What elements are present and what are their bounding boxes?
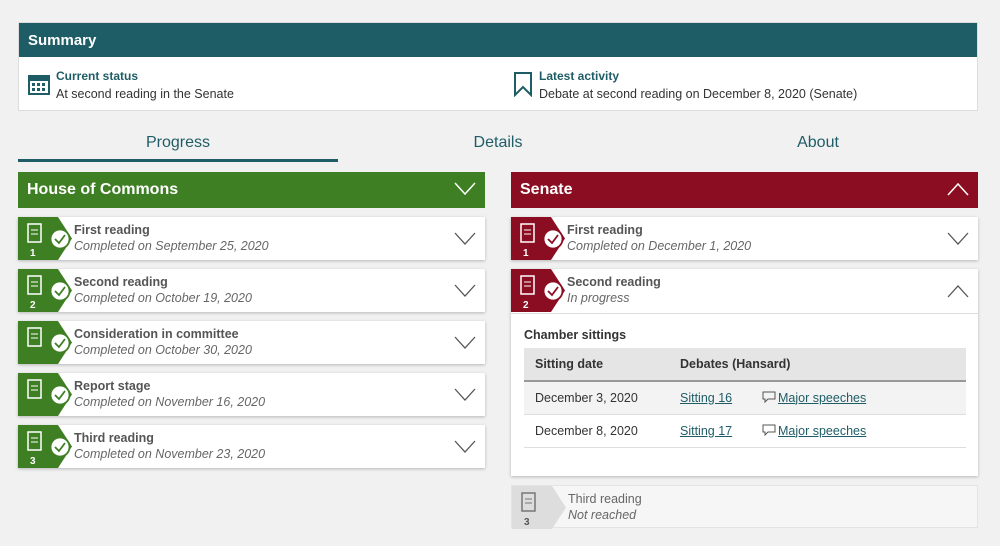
stage-status: Completed on October 19, 2020 bbox=[74, 291, 252, 305]
icon-glyph bbox=[27, 327, 42, 347]
icon-glyph bbox=[27, 379, 42, 399]
check-icon bbox=[542, 280, 564, 302]
stage-status: In progress bbox=[567, 291, 630, 305]
commons-title: House of Commons bbox=[27, 181, 179, 198]
activity-label: Latest activity bbox=[539, 69, 620, 83]
sitting-date: December 8, 2020 bbox=[535, 423, 638, 438]
summary-title: Summary bbox=[19, 23, 977, 57]
activity-value: Debate at second reading on December 8, … bbox=[539, 87, 858, 101]
chevron bbox=[947, 182, 969, 196]
stage-icon: 3 bbox=[512, 486, 566, 529]
stage-name: Second reading bbox=[74, 275, 168, 289]
stage-status: Completed on September 25, 2020 bbox=[74, 239, 269, 253]
status-label: Current status bbox=[56, 69, 139, 83]
speeches-link[interactable]: Major speeches bbox=[778, 390, 867, 405]
sitting-link[interactable]: Sitting 16 bbox=[680, 390, 733, 405]
speech-icon bbox=[762, 424, 776, 436]
stage-card[interactable]: 3 Third reading Not reached bbox=[511, 485, 978, 529]
status-value: At second reading in the Senate bbox=[56, 87, 234, 101]
sitting-row: December 8, 2020 Sitting 17 Major speeches bbox=[524, 414, 966, 447]
calendar-icon bbox=[28, 75, 50, 95]
sittings-table: Sitting date Debates (Hansard) December 3,… bbox=[524, 348, 966, 448]
stage-name: Third reading bbox=[74, 431, 154, 445]
chevron bbox=[454, 182, 476, 196]
stage-number: 2 bbox=[30, 300, 36, 311]
header-row: Sitting date Debates (Hansard) bbox=[524, 348, 966, 381]
chevron bbox=[454, 284, 476, 297]
bookmark-icon bbox=[514, 72, 532, 97]
check-icon bbox=[542, 228, 564, 250]
stage-card[interactable]: 2 Second reading In progress Chamber sittin… bbox=[511, 269, 978, 476]
tab-underline bbox=[18, 159, 338, 162]
stage-status: Completed on November 23, 2020 bbox=[74, 447, 266, 461]
column-header: Debates (Hansard) bbox=[680, 357, 791, 371]
icon-glyph bbox=[520, 223, 535, 243]
stage-status: Completed on October 30, 2020 bbox=[74, 343, 252, 357]
stage-number: 3 bbox=[524, 517, 530, 528]
debates-cell: Sitting 17 Major speeches bbox=[669, 414, 966, 447]
senate-title: Senate bbox=[520, 181, 573, 198]
stage-card[interactable]: 3 Third reading Completed on November 23, … bbox=[18, 425, 485, 468]
sitting-row: December 3, 2020 Sitting 16 Major speeches bbox=[524, 381, 966, 414]
check-icon bbox=[49, 384, 71, 406]
debates-cell: Sitting 16 Major speeches bbox=[669, 381, 966, 414]
tab[interactable]: Progress bbox=[145, 134, 211, 151]
senate-header[interactable]: Senate bbox=[511, 172, 978, 208]
sittings-title: Chamber sittings bbox=[524, 328, 627, 342]
stage-name: Consideration in committee bbox=[74, 327, 239, 341]
stage-number: 1 bbox=[523, 248, 529, 259]
stage-status: Completed on November 16, 2020 bbox=[74, 395, 266, 409]
stage-name: Third reading bbox=[568, 492, 642, 506]
stage-number: 3 bbox=[30, 456, 36, 467]
tab[interactable]: Details bbox=[473, 134, 523, 151]
check-icon bbox=[49, 436, 71, 458]
chevron bbox=[454, 388, 476, 401]
icon-glyph bbox=[520, 275, 535, 295]
stage-card[interactable]: 1 First reading Completed on September 25,… bbox=[18, 217, 485, 260]
sitting-link[interactable]: Sitting 17 bbox=[680, 423, 733, 438]
check-icon bbox=[49, 228, 71, 250]
stage-status: Completed on December 1, 2020 bbox=[567, 239, 752, 253]
chevron bbox=[454, 440, 476, 453]
tab[interactable]: About bbox=[797, 134, 839, 151]
chevron bbox=[947, 285, 969, 298]
stage-name: Second reading bbox=[567, 275, 661, 289]
stage-status: Not reached bbox=[568, 508, 637, 522]
chevron bbox=[454, 336, 476, 349]
stage-card[interactable]: 1 First reading Completed on December 1, 2… bbox=[511, 217, 978, 260]
stage-name: First reading bbox=[74, 223, 150, 237]
column-header: Sitting date bbox=[535, 357, 604, 371]
stage-name: First reading bbox=[567, 223, 643, 237]
chevron bbox=[454, 232, 476, 245]
icon-glyph bbox=[27, 431, 42, 451]
commons-header[interactable]: House of Commons bbox=[18, 172, 485, 208]
sitting-date: December 3, 2020 bbox=[535, 390, 638, 405]
stage-number: 2 bbox=[523, 300, 529, 311]
icon-glyph bbox=[521, 492, 536, 512]
check-icon bbox=[49, 280, 71, 302]
chevron bbox=[947, 232, 969, 245]
stage-card[interactable]: Consideration in committee Completed on O… bbox=[18, 321, 485, 364]
check-icon bbox=[49, 332, 71, 354]
stage-name: Report stage bbox=[74, 379, 151, 393]
stage-card[interactable]: Report stage Completed on November 16, 20… bbox=[18, 373, 485, 416]
speech-icon bbox=[762, 391, 776, 403]
summary-panel: Summary Current status At second reading … bbox=[18, 22, 978, 111]
stage-card[interactable]: 2 Second reading Completed on October 19, … bbox=[18, 269, 485, 312]
icon-glyph bbox=[27, 223, 42, 243]
stage-number: 1 bbox=[30, 248, 36, 259]
speeches-link[interactable]: Major speeches bbox=[778, 423, 867, 438]
icon-glyph bbox=[27, 275, 42, 295]
sitting-divider bbox=[511, 313, 978, 314]
